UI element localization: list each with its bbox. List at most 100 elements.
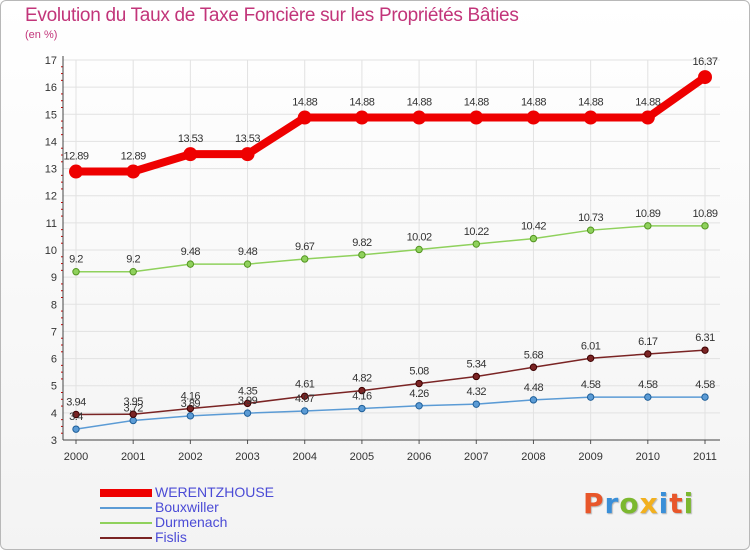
x-tick-label: 2006 (407, 451, 431, 463)
x-tick-label: 2001 (121, 451, 145, 463)
data-point-fislis (301, 392, 309, 400)
x-tick-label: 2002 (178, 451, 202, 463)
y-tick-label: 10 (45, 245, 57, 257)
data-label-fislis: 5.34 (467, 358, 487, 370)
series-line-werentzhouse (72, 73, 709, 176)
data-point-durmenach (72, 268, 80, 276)
data-point-fislis (701, 346, 709, 354)
data-point-fislis (186, 404, 195, 413)
data-label-bouxwiller: 3.72 (123, 402, 143, 414)
y-tick-label: 8 (51, 299, 57, 311)
series-line-bouxwiller (75, 396, 706, 430)
data-label-fislis: 5.68 (524, 349, 544, 361)
data-point-werentzhouse (126, 164, 141, 179)
data-label-fislis: 3.94 (66, 396, 86, 408)
data-label-bouxwiller: 4.48 (524, 382, 544, 394)
data-label-fislis: 6.01 (581, 340, 601, 352)
data-label-fislis: 3.95 (123, 396, 143, 408)
data-point-bouxwiller (472, 400, 480, 408)
y-tick-label: 5 (51, 381, 57, 393)
y-tick-label: 12 (45, 191, 57, 203)
legend-label: Durmenach (155, 514, 228, 530)
data-point-durmenach (701, 222, 709, 230)
y-tick-label: 3 (51, 435, 57, 447)
data-point-durmenach (472, 240, 480, 248)
x-tick-label: 2003 (235, 451, 259, 463)
y-tick-label: 16 (45, 82, 57, 94)
data-label-fislis: 6.31 (695, 332, 715, 344)
x-tick-label: 2007 (464, 451, 488, 463)
legend-label: Bouxwiller (155, 499, 219, 515)
data-label-durmenach: 10.89 (692, 208, 717, 220)
data-point-werentzhouse (297, 110, 312, 125)
data-point-fislis (129, 410, 137, 418)
data-point-durmenach (129, 268, 137, 276)
series-line-durmenach (75, 225, 706, 273)
data-label-werentzhouse: 14.88 (635, 97, 660, 109)
data-label-werentzhouse: 12.89 (121, 151, 146, 163)
data-point-bouxwiller (701, 393, 709, 401)
data-point-durmenach (301, 255, 309, 263)
data-point-bouxwiller (586, 393, 595, 401)
y-tick-label: 9 (51, 272, 57, 284)
data-label-werentzhouse: 14.88 (292, 97, 317, 109)
x-tick-label: 2004 (292, 451, 316, 463)
data-label-fislis: 6.17 (638, 336, 658, 348)
data-label-fislis: 4.61 (295, 378, 315, 390)
data-label-werentzhouse: 13.53 (235, 133, 260, 145)
y-tick-label: 11 (46, 218, 57, 230)
data-label-werentzhouse: 14.88 (578, 97, 603, 109)
legend-item-bouxwiller: Bouxwiller (100, 500, 274, 515)
data-label-durmenach: 10.22 (464, 226, 489, 238)
data-point-bouxwiller (186, 412, 195, 420)
data-point-durmenach (644, 222, 652, 230)
data-label-bouxwiller: 4.32 (467, 386, 487, 398)
legend-item-werentzhouse: WERENTZHOUSE (100, 485, 274, 500)
data-point-werentzhouse (640, 110, 655, 125)
data-label-bouxwiller: 4.16 (352, 391, 372, 403)
x-tick-label: 2005 (350, 451, 374, 463)
data-label-fislis: 5.08 (409, 366, 429, 378)
legend-swatch (100, 506, 152, 509)
data-point-werentzhouse (469, 110, 484, 125)
data-point-bouxwiller (243, 409, 252, 417)
data-label-durmenach: 10.73 (578, 212, 603, 224)
data-point-werentzhouse (412, 110, 427, 125)
data-label-bouxwiller: 4.58 (638, 379, 658, 391)
data-point-durmenach (243, 260, 252, 268)
legend-label: Fislis (155, 529, 187, 545)
legend-item-fislis: Fislis (100, 530, 274, 545)
data-point-fislis (529, 363, 538, 371)
data-point-werentzhouse (698, 70, 712, 85)
data-point-werentzhouse (354, 110, 369, 125)
data-label-fislis: 4.35 (238, 385, 258, 397)
y-tick-label: 13 (45, 164, 57, 176)
legend-swatch (100, 536, 152, 539)
y-tick-label: 7 (51, 326, 57, 338)
data-label-durmenach: 9.48 (238, 246, 258, 258)
data-point-durmenach (415, 245, 423, 254)
chart-title: Evolution du Taux de Taxe Foncière sur l… (25, 5, 519, 26)
data-point-bouxwiller (415, 402, 423, 410)
data-label-bouxwiller: 3.99 (238, 395, 258, 407)
data-point-bouxwiller (644, 393, 652, 401)
data-label-durmenach: 10.02 (407, 231, 432, 243)
legend-swatch (100, 488, 152, 497)
legend-label: WERENTZHOUSE (155, 484, 274, 500)
data-label-bouxwiller: 3.89 (181, 398, 201, 410)
x-tick-label: 2008 (521, 451, 545, 463)
data-point-bouxwiller (358, 404, 366, 413)
data-label-werentzhouse: 12.89 (63, 151, 88, 163)
data-point-fislis (415, 379, 423, 388)
data-label-fislis: 4.16 (181, 391, 201, 403)
data-point-fislis (72, 410, 80, 419)
data-label-werentzhouse: 14.88 (349, 97, 374, 109)
data-point-durmenach (529, 234, 538, 243)
data-label-werentzhouse: 14.88 (464, 97, 489, 109)
data-label-bouxwiller: 4.07 (295, 393, 315, 405)
data-label-werentzhouse: 16.37 (692, 56, 717, 68)
proxiti-logo: Proxiti (583, 487, 695, 520)
data-point-fislis (358, 386, 366, 395)
